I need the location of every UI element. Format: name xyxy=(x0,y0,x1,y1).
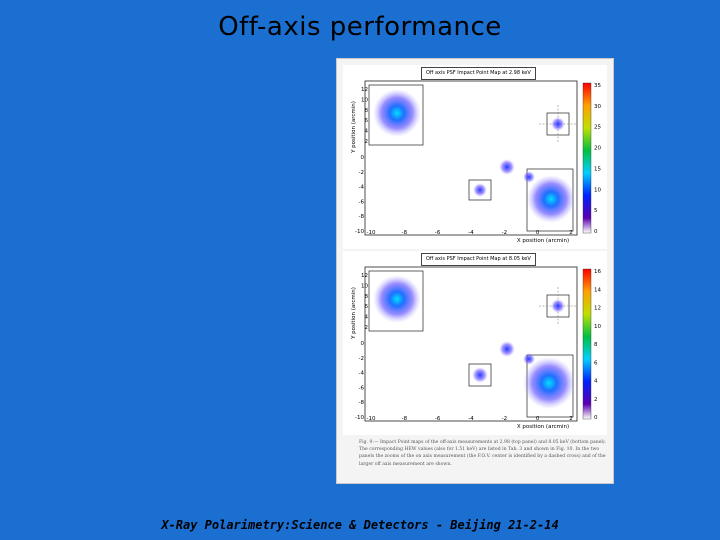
colorbar-tick-label: 16 xyxy=(594,269,601,275)
figure: -10 -8 -6 -4 -2 0 2 0 -2 -4 -6 -8 -10 12 10 8 6 4 2 35 30 25 2… xyxy=(337,59,613,483)
inset-tick-label: 10 xyxy=(361,97,368,103)
y-tick-label: -2 xyxy=(359,356,364,362)
x-tick-label: -2 xyxy=(502,416,507,422)
x-tick-label: 2 xyxy=(569,230,573,236)
y-axis-label: Y position (arcmin) xyxy=(351,101,357,154)
y-tick-label: 0 xyxy=(361,341,365,347)
colorbar-tick-label: 8 xyxy=(594,342,598,348)
psf-spot xyxy=(551,299,565,313)
psf-spot xyxy=(473,183,487,197)
inset-tick-label: 12 xyxy=(361,273,368,279)
y-tick-label: -4 xyxy=(359,185,365,191)
y-tick-label: -4 xyxy=(359,371,365,377)
x-tick-label: 0 xyxy=(536,416,540,422)
y-tick-label: -6 xyxy=(359,199,365,205)
slide-title: Off-axis performance xyxy=(218,12,502,42)
colorbar-tick-label: 30 xyxy=(594,104,601,110)
colorbar-tick-label: 35 xyxy=(594,83,601,89)
x-tick-label: 0 xyxy=(536,230,540,236)
inset-tick-label: 10 xyxy=(361,283,368,289)
colorbar-tick-label: 6 xyxy=(594,360,598,366)
slide-footer: X-Ray Polarimetry:Science & Detectors - … xyxy=(161,518,559,532)
y-tick-label: -8 xyxy=(359,400,365,406)
inset-tick-label: 6 xyxy=(365,304,369,310)
x-tick-label: 2 xyxy=(569,416,573,422)
y-tick-label: -2 xyxy=(359,170,364,176)
psf-spot xyxy=(551,117,565,131)
x-tick-label: -10 xyxy=(367,416,376,422)
colorbar-tick-label: 10 xyxy=(594,187,601,193)
colorbar xyxy=(582,268,592,420)
psf-spot xyxy=(523,357,575,409)
impact-map-top: -10 -8 -6 -4 -2 0 20-2-4-6-8-10121086423530252… xyxy=(351,80,601,244)
y-tick-label: -10 xyxy=(355,229,364,235)
psf-spot xyxy=(373,275,421,323)
x-tick-label: -4 xyxy=(468,416,474,422)
colorbar-tick-label: 0 xyxy=(594,415,598,421)
colorbar xyxy=(582,82,592,234)
psf-spot xyxy=(499,341,515,357)
colorbar-tick-label: 4 xyxy=(594,379,598,385)
colorbar-tick-label: 2 xyxy=(594,397,598,403)
colorbar-tick-label: 10 xyxy=(594,324,601,330)
x-tick-label: -6 xyxy=(435,230,441,236)
inset-tick-label: 4 xyxy=(365,315,369,321)
y-tick-label: -6 xyxy=(359,385,365,391)
colorbar-tick-label: 20 xyxy=(594,146,601,152)
x-tick-label: -2 xyxy=(502,230,507,236)
x-axis-label: X position (arcmin) xyxy=(517,238,569,244)
psf-spot xyxy=(523,171,535,183)
psf-spot xyxy=(523,353,535,365)
colorbar-tick-label: 0 xyxy=(594,229,598,235)
inset-tick-label: 12 xyxy=(361,87,368,93)
impact-map-bottom: -10 -8 -6 -4 -2 0 2 0 -2 -4 -6 -8 -10 12 10 8 6 4 2 16 14 12 1… xyxy=(351,266,601,430)
psf-spot xyxy=(499,159,515,175)
psf-spot xyxy=(373,89,421,137)
y-tick-label: 0 xyxy=(361,155,365,161)
psf-spot xyxy=(472,367,488,383)
x-tick-label: -6 xyxy=(435,416,441,422)
x-tick-label: -10 xyxy=(367,230,376,236)
x-tick-label: -4 xyxy=(468,230,474,236)
y-axis-label: Y position (arcmin) xyxy=(351,287,357,340)
impact-map-panel-bottom: -10 -8 -6 -4 -2 0 2 0 -2 -4 -6 -8 -10 12 10 8 6 4 2 16 14 12 1… xyxy=(343,251,607,435)
x-tick-label: -8 xyxy=(402,416,408,422)
inset-tick-label: 4 xyxy=(365,129,369,135)
colorbar-tick-label: 15 xyxy=(594,166,601,172)
y-tick-label: -8 xyxy=(359,214,365,220)
inset-tick-label: 2 xyxy=(365,325,369,331)
colorbar-tick-label: 5 xyxy=(594,208,598,214)
figure-caption: Fig. 9.— Impact Point maps of the off-ax… xyxy=(359,440,607,467)
inset-tick-label: 2 xyxy=(365,139,369,145)
panel-title: Off axis PSF Impact Point Map at 8.05 ke… xyxy=(421,253,536,266)
x-tick-label: -8 xyxy=(402,230,408,236)
inset-tick-label: 6 xyxy=(365,118,369,124)
impact-map-panel-top: -10 -8 -6 -4 -2 0 2 0 -2 -4 -6 -8 -10 12 10 8 6 4 2 35 30 25 2… xyxy=(343,65,607,249)
colorbar-tick-label: 25 xyxy=(594,125,601,131)
y-tick-label: -10 xyxy=(355,415,364,421)
inset-tick-label: 8 xyxy=(365,108,369,114)
inset-tick-label: 8 xyxy=(365,294,369,300)
colorbar-tick-label: 12 xyxy=(594,306,601,312)
psf-spot xyxy=(527,175,575,223)
x-axis-label: X position (arcmin) xyxy=(517,424,569,430)
colorbar-tick-label: 14 xyxy=(594,287,601,293)
panel-title: Off axis PSF Impact Point Map at 2.98 ke… xyxy=(421,67,536,80)
